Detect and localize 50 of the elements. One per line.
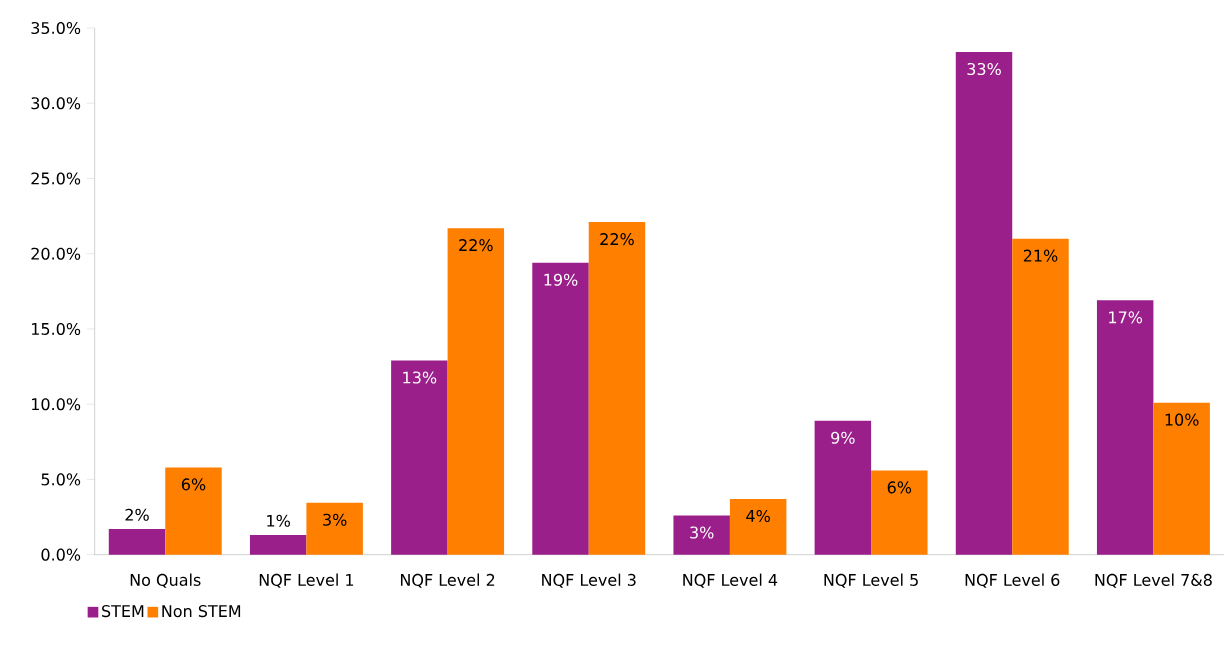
x-tick-label: NQF Level 7&8 [1095,573,1212,588]
bar [306,502,363,555]
bar [391,360,448,555]
data-label: 22% [600,233,634,246]
bar [532,262,589,555]
data-label: 3% [690,526,714,539]
data-label: 10% [1165,413,1199,426]
data-label: 21% [1023,249,1058,262]
bar [588,222,646,555]
bar [1153,402,1210,555]
y-tick-label: 30.0% [31,97,81,110]
bar [165,467,222,555]
y-tick-label: 0.0% [41,548,81,561]
bar [108,529,166,555]
data-label: 19% [544,273,578,286]
x-tick-label: NQF Level 6 [965,573,1060,588]
y-tick-label: 20.0% [31,247,81,260]
y-tick-label: 35.0% [31,22,81,35]
x-tick-label: No Quals [130,573,201,588]
data-label: 6% [181,478,206,491]
y-tick-label: 15.0% [32,323,81,336]
x-tick-label: NQF Level 1 [259,573,354,588]
legend-label: STEM [102,605,144,618]
data-label: 13% [403,371,437,384]
data-label: 1% [267,514,290,527]
bar [729,499,787,555]
bar [871,470,928,555]
x-tick-label: NQF Level 4 [683,573,778,588]
data-label: 4% [746,510,770,523]
y-tick-label: 25.0% [31,172,81,185]
data-label: 9% [831,431,855,444]
bar [955,52,1013,555]
x-tick-label: NQF Level 3 [542,573,636,588]
bar [673,515,730,555]
data-label: 17% [1109,311,1143,324]
legend-label: Non STEM [162,605,241,618]
bar [249,535,307,555]
bar [1096,300,1154,555]
data-label: 33% [967,63,1001,76]
data-label: 22% [459,239,493,252]
y-tick-label: 10.0% [32,398,81,411]
bar [447,228,505,555]
bar [1012,238,1069,555]
x-tick-label: NQF Level 5 [824,573,918,588]
data-label: 6% [887,481,912,494]
x-tick-label: NQF Level 2 [400,573,495,588]
data-label: 2% [125,508,149,521]
data-label: 3% [323,513,347,526]
bar [814,420,872,555]
y-tick-label: 5.0% [41,473,81,486]
